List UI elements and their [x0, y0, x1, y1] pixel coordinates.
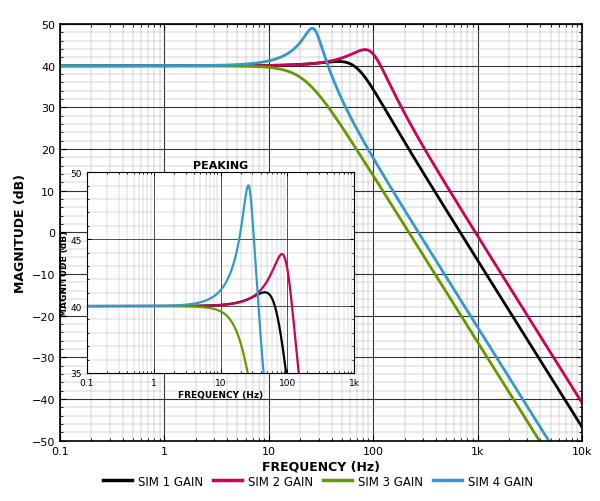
SIM 3 GAIN	[568, 489, 575, 495]
Legend: SIM 1 GAIN, SIM 2 GAIN, SIM 3 GAIN, SIM 4 GAIN: SIM 1 GAIN, SIM 2 GAIN, SIM 3 GAIN, SIM …	[98, 470, 538, 492]
SIM 1 GAIN	[257, 64, 264, 70]
SIM 3 GAIN	[116, 64, 123, 70]
Y-axis label: MAGNITUDE (dB): MAGNITUDE (dB)	[60, 230, 69, 316]
SIM 1 GAIN	[147, 64, 154, 70]
SIM 2 GAIN	[568, 384, 575, 390]
SIM 3 GAIN	[279, 68, 286, 74]
SIM 1 GAIN	[279, 63, 286, 69]
SIM 1 GAIN	[512, 319, 519, 325]
SIM 1 GAIN	[116, 64, 123, 70]
SIM 2 GAIN	[512, 294, 519, 300]
SIM 4 GAIN	[309, 26, 316, 32]
SIM 2 GAIN	[147, 64, 154, 70]
SIM 1 GAIN	[568, 408, 575, 414]
SIM 1 GAIN	[335, 59, 342, 65]
SIM 3 GAIN	[147, 64, 154, 70]
SIM 4 GAIN	[147, 64, 154, 70]
Y-axis label: MAGNITUDE (dB): MAGNITUDE (dB)	[14, 173, 28, 293]
Line: SIM 3 GAIN: SIM 3 GAIN	[60, 67, 582, 501]
X-axis label: FREQUENCY (Hz): FREQUENCY (Hz)	[262, 460, 380, 473]
SIM 4 GAIN	[116, 64, 123, 70]
SIM 4 GAIN	[512, 385, 519, 391]
SIM 1 GAIN	[56, 64, 64, 70]
SIM 2 GAIN	[279, 63, 286, 69]
Line: SIM 4 GAIN: SIM 4 GAIN	[60, 29, 582, 494]
X-axis label: FREQUENCY (Hz): FREQUENCY (Hz)	[178, 390, 263, 399]
SIM 3 GAIN	[56, 64, 64, 70]
Line: SIM 1 GAIN: SIM 1 GAIN	[60, 62, 582, 427]
Line: SIM 2 GAIN: SIM 2 GAIN	[60, 51, 582, 403]
SIM 2 GAIN	[578, 400, 586, 406]
SIM 1 GAIN	[578, 424, 586, 430]
SIM 3 GAIN	[512, 400, 519, 406]
SIM 4 GAIN	[279, 54, 286, 60]
SIM 2 GAIN	[257, 64, 264, 70]
SIM 2 GAIN	[56, 64, 64, 70]
SIM 4 GAIN	[56, 64, 64, 70]
SIM 2 GAIN	[116, 64, 123, 70]
SIM 4 GAIN	[257, 60, 264, 66]
Title: PEAKING: PEAKING	[193, 161, 248, 171]
SIM 4 GAIN	[578, 491, 586, 497]
SIM 4 GAIN	[568, 475, 575, 481]
SIM 2 GAIN	[361, 48, 368, 54]
SIM 3 GAIN	[257, 65, 264, 71]
